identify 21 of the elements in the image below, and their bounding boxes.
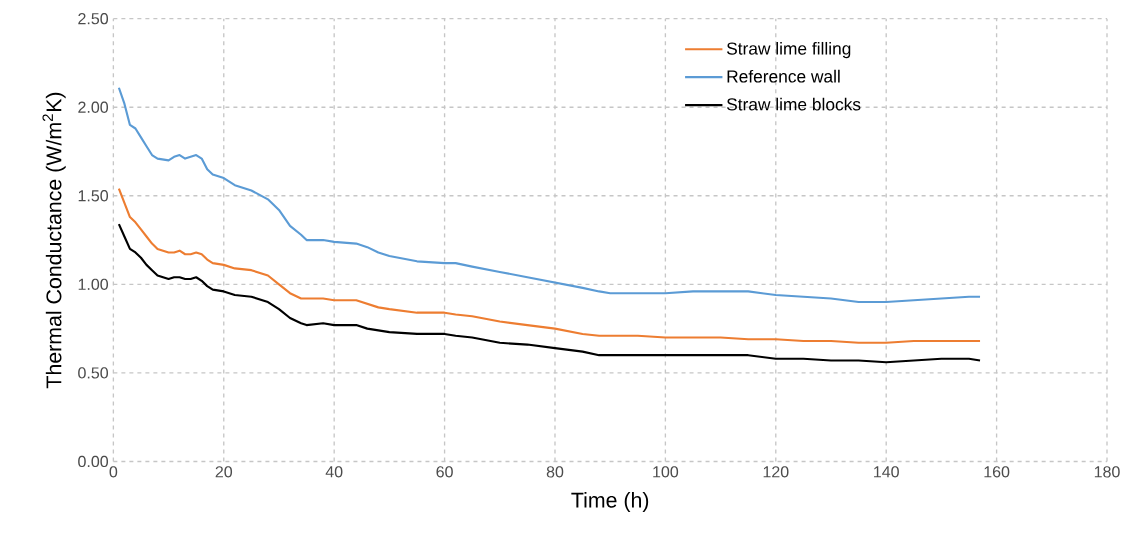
x-tick-label: 0 [109, 466, 118, 478]
legend-label: Reference wall [727, 69, 840, 83]
x-tick-label: 160 [984, 466, 1010, 478]
y-tick-label: 2.50 [78, 12, 109, 25]
y-tick-label: 1.50 [78, 190, 109, 202]
legend-label: Straw lime filling [726, 41, 851, 59]
legend-label: Straw lime blocks [726, 97, 861, 111]
x-tick-label: 140 [874, 466, 899, 478]
x-tick-label: 80 [546, 466, 564, 478]
y-tick-label: 2.00 [78, 101, 109, 113]
y-tick-label: 0.50 [78, 367, 109, 379]
x-axis-title: Time (h) [571, 491, 649, 512]
x-tick-label: 60 [436, 466, 453, 478]
x-tick-label: 180 [1094, 466, 1120, 478]
y-axis-title: Thermal Conductance (W/m$^{2}$K) [42, 92, 66, 389]
y-tick-label: 1.00 [78, 278, 109, 290]
x-tick-label: 20 [215, 466, 233, 478]
x-tick-label: 100 [653, 466, 679, 478]
x-tick-label: 120 [763, 466, 789, 478]
x-tick-label: 40 [325, 466, 343, 478]
y-tick-label: 0.00 [78, 455, 109, 468]
